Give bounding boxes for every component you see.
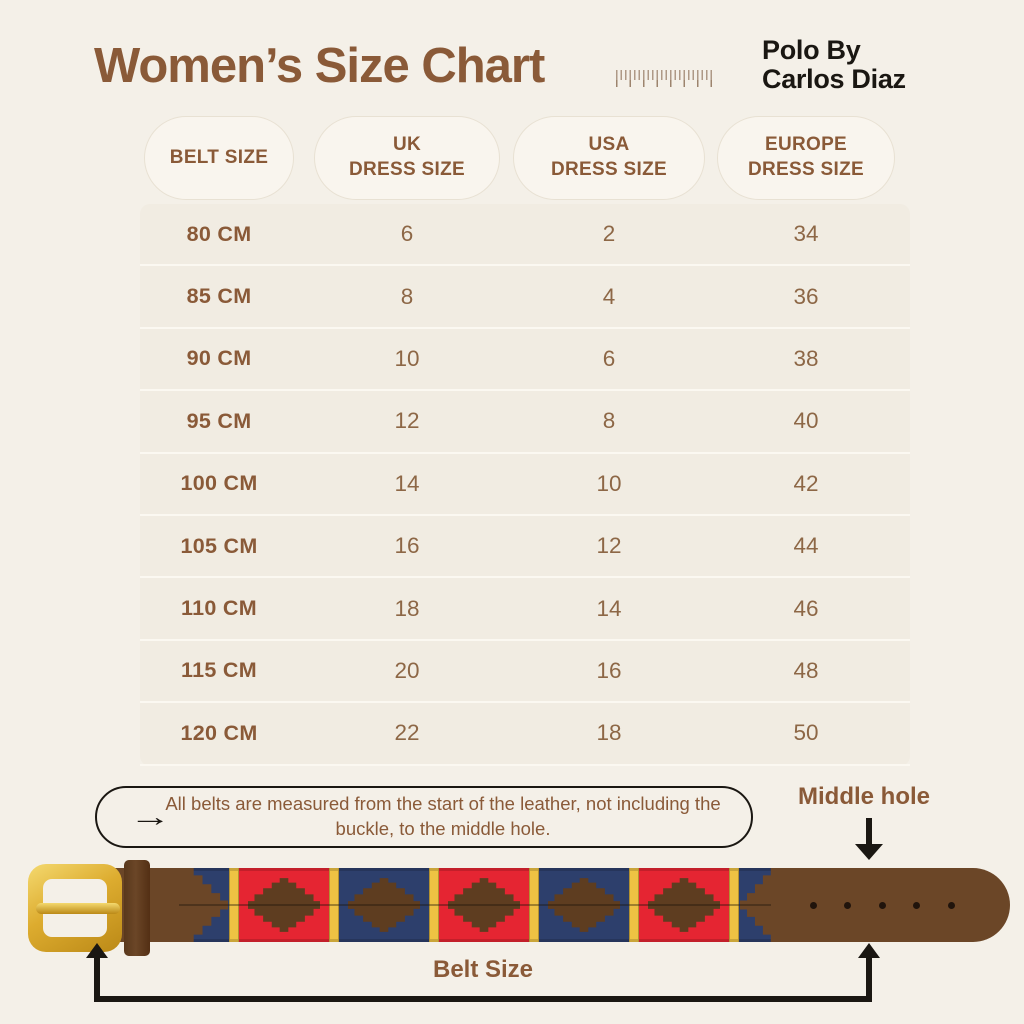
table-row: 120 CM 22 18 50 — [140, 703, 910, 766]
table-row: 85 CM 8 4 36 — [140, 266, 910, 329]
stitch-line — [179, 904, 771, 906]
middle-hole-label: Middle hole — [798, 783, 930, 810]
table-row: 100 CM 14 10 42 — [140, 454, 910, 516]
belt-hole — [913, 901, 920, 909]
cell-belt-size: 80 CM — [186, 221, 252, 246]
cell-europe-size: 48 — [793, 657, 819, 683]
page-title: Women’s Size Chart — [94, 39, 545, 93]
belt-hole — [810, 901, 817, 909]
belt-pattern-segment — [539, 868, 629, 942]
measurement-note: → All belts are measured from the start … — [95, 786, 753, 848]
cell-usa-size: 4 — [602, 283, 616, 309]
cell-uk-size: 22 — [394, 720, 420, 746]
up-arrow-icon — [858, 943, 880, 958]
belt-pattern-segment — [739, 868, 784, 942]
belt-pattern-segment — [179, 868, 229, 942]
belt-leather-end — [783, 868, 1010, 942]
belt-stripe — [529, 868, 539, 942]
cell-belt-size: 120 CM — [180, 720, 258, 745]
table-row: 105 CM 16 12 44 — [140, 516, 910, 579]
table-row: 90 CM 10 6 38 — [140, 329, 910, 392]
table-row: 110 CM 18 14 46 — [140, 578, 910, 641]
belt-hole — [844, 901, 851, 909]
cell-uk-size: 12 — [394, 408, 420, 434]
belt-stripe — [429, 868, 439, 942]
table-row: 95 CM 12 8 40 — [140, 391, 910, 454]
brand-line-1: Polo By — [762, 35, 861, 65]
up-arrow-icon — [86, 943, 108, 958]
table-body: 80 CM 6 2 34 85 CM 8 4 36 90 CM 10 6 38 … — [140, 204, 910, 766]
cell-europe-size: 34 — [793, 221, 819, 247]
cell-europe-size: 50 — [793, 720, 819, 746]
cell-belt-size: 95 CM — [186, 408, 252, 433]
cell-usa-size: 10 — [596, 470, 622, 496]
measurement-note-text: All belts are measured from the start of… — [165, 793, 721, 839]
belt-stripe — [729, 868, 739, 942]
cell-uk-size: 16 — [394, 533, 420, 559]
belt-pattern-segment — [339, 868, 429, 942]
cell-belt-size: 100 CM — [180, 471, 258, 496]
arrow-head — [855, 844, 883, 860]
ruler-icon — [616, 70, 713, 87]
right-arrow-icon: → — [129, 801, 171, 832]
cell-usa-size: 18 — [596, 720, 622, 746]
cell-belt-size: 90 CM — [186, 346, 252, 371]
cell-usa-size: 2 — [602, 221, 616, 247]
belt-pattern-segment — [439, 868, 529, 942]
cell-europe-size: 38 — [793, 345, 819, 371]
cell-belt-size: 105 CM — [180, 533, 258, 558]
belt-pattern-segment — [639, 868, 729, 942]
column-header-belt-size: BELT SIZE — [144, 116, 294, 200]
cell-belt-size: 110 CM — [181, 596, 257, 621]
cell-uk-size: 18 — [394, 595, 420, 621]
down-arrow-icon — [855, 818, 883, 862]
bracket-riser-right — [866, 956, 872, 1002]
cell-europe-size: 46 — [793, 595, 819, 621]
table-row: 80 CM 6 2 34 — [140, 204, 910, 267]
bracket-riser-left — [94, 956, 100, 1002]
belt-buckle — [28, 864, 122, 952]
cell-usa-size: 8 — [602, 408, 616, 434]
belt-stripe — [629, 868, 639, 942]
cell-belt-size: 85 CM — [186, 284, 252, 309]
cell-europe-size: 40 — [793, 408, 819, 434]
arrow-shaft — [866, 818, 872, 846]
belt-size-label: Belt Size — [432, 956, 534, 983]
cell-uk-size: 6 — [400, 221, 414, 247]
column-header-europe-dress-size: EUROPE DRESS SIZE — [717, 116, 895, 200]
cell-usa-size: 12 — [596, 533, 622, 559]
cell-europe-size: 44 — [793, 533, 819, 559]
bracket-line — [94, 996, 872, 1002]
belt-illustration — [0, 860, 1024, 962]
belt-hole — [948, 901, 955, 909]
cell-europe-size: 42 — [793, 470, 819, 496]
cell-uk-size: 8 — [400, 283, 414, 309]
table-row: 115 CM 20 16 48 — [140, 641, 910, 704]
belt-keeper — [124, 860, 150, 956]
buckle-prong — [36, 902, 120, 914]
belt-strap — [95, 868, 1010, 942]
belt-hole-middle — [879, 901, 886, 909]
belt-stripe — [329, 868, 339, 942]
cell-usa-size: 16 — [596, 657, 622, 683]
cell-europe-size: 36 — [793, 283, 819, 309]
cell-uk-size: 14 — [394, 470, 420, 496]
brand-line-2: Carlos Diaz — [762, 63, 906, 94]
column-header-usa-dress-size: USA DRESS SIZE — [513, 116, 705, 200]
column-header-uk-dress-size: UK DRESS SIZE — [314, 116, 500, 200]
table-header: BELT SIZE UK DRESS SIZE USA DRESS SIZE E… — [140, 116, 910, 200]
cell-usa-size: 14 — [596, 595, 622, 621]
cell-belt-size: 115 CM — [181, 658, 257, 683]
brand-logo: Polo By Carlos Diaz — [762, 36, 906, 94]
belt-pattern-segment — [239, 868, 329, 942]
cell-usa-size: 6 — [602, 345, 616, 371]
cell-uk-size: 10 — [394, 345, 420, 371]
belt-stripe — [229, 868, 239, 942]
cell-uk-size: 20 — [394, 657, 420, 683]
